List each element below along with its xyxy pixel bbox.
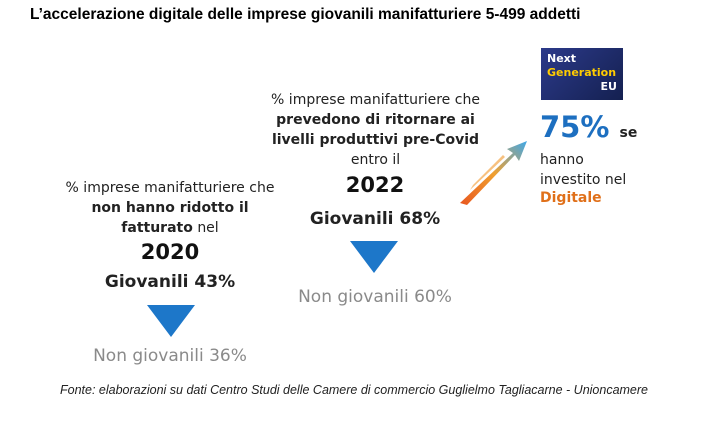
digital-text: se [619,125,638,141]
badge-text: Next [547,52,577,65]
outro: entro il [350,152,401,168]
year: 2020 [140,240,200,264]
arrow-down [147,305,195,337]
others-share: Non giovanili 36% [93,346,247,366]
ngeu-badge: Next Generation EU [541,48,623,100]
year: 2022 [345,173,405,197]
highlight: non hanno ridotto il fatturato [91,200,249,236]
rocket-arrow [460,141,527,205]
young-share: Giovanili 43% [104,272,236,292]
others-share: Non giovanili 60% [298,287,452,307]
digital-value: 75% [540,110,610,144]
intro: % imprese manifatturiere che [65,180,275,196]
intro: % imprese manifatturiere che [271,92,480,108]
source: Fonte: elaborazioni su dati Centro Studi… [59,383,649,397]
badge-text: Generation [547,66,617,79]
highlight: prevedono di ritornare ai livelli produt… [271,112,480,148]
badge-text: EU [600,80,617,93]
young-share: Giovanili 68% [309,209,441,229]
arrow-down [350,241,398,273]
block-intro: % imprese manifatturiere che prevedono d… [268,90,483,170]
digital-text: hanno investito nel [540,152,627,188]
digital-keyword: Digitale [540,190,602,206]
outro: nel [197,220,219,236]
title: L’accelerazione digitale delle imprese g… [30,6,581,23]
digital-value-row: 75% se [540,110,637,144]
block-intro: % imprese manifatturiere che non hanno r… [60,178,280,238]
